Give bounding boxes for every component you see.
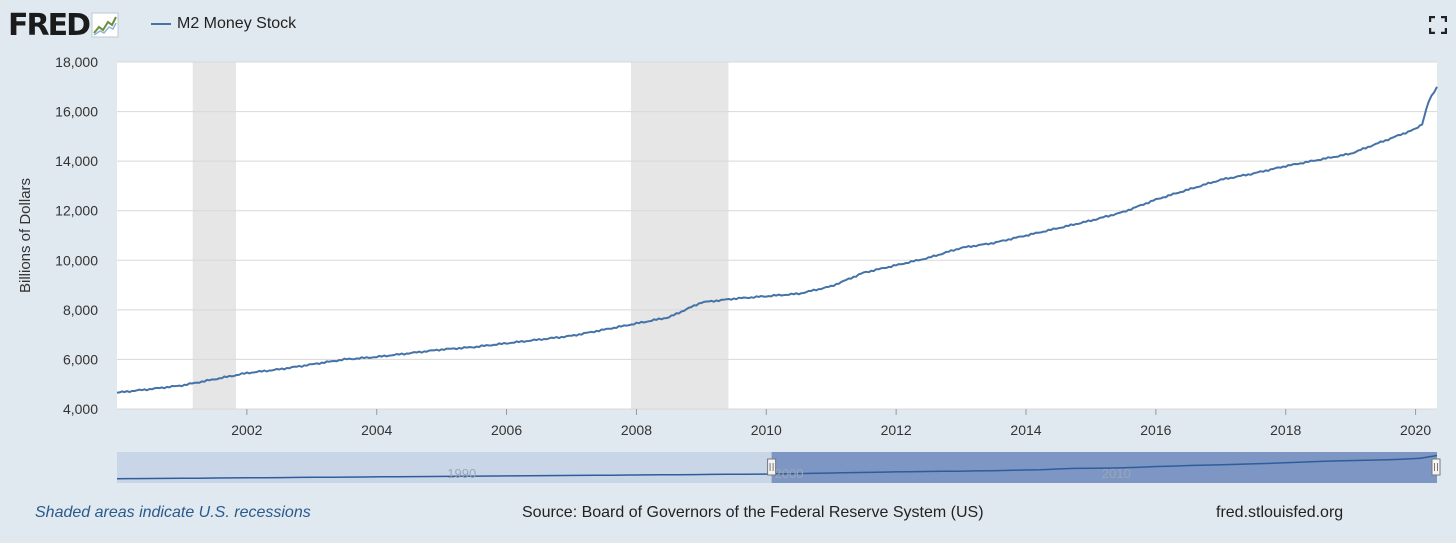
x-tick-label: 2018 (1270, 422, 1301, 438)
recession-band (192, 62, 237, 409)
y-tick-label: 12,000 (55, 203, 98, 219)
fullscreen-icon[interactable] (1429, 16, 1447, 34)
recession-note-link[interactable]: Shaded areas indicate U.S. recessions (35, 504, 311, 521)
x-tick-label: 2008 (621, 422, 652, 438)
navigator-label: 1990 (447, 466, 476, 481)
x-tick-label: 2006 (491, 422, 522, 438)
x-tick-label: 2002 (231, 422, 262, 438)
chart: 4,000 6,000 8,000 10,000 12,000 14,000 16,000 1… (17, 54, 1441, 483)
navigator-series (116, 454, 1438, 480)
navigator-label: 2010 (1102, 466, 1131, 481)
legend-swatch (151, 23, 171, 25)
recession-band (631, 62, 729, 409)
x-tick-label: 2012 (881, 422, 912, 438)
y-tick-label: 16,000 (55, 104, 98, 120)
navigator-label: 2000 (775, 466, 804, 481)
fred-logo-text: FRED (8, 7, 91, 43)
y-tick-label: 8,000 (63, 302, 98, 318)
series-line-m2 (116, 86, 1438, 394)
fred-chart-icon (91, 12, 119, 38)
y-tick-label: 4,000 (63, 401, 98, 417)
y-tick-label: 6,000 (63, 351, 98, 367)
source-text: Source: Board of Governors of the Federa… (522, 504, 984, 521)
plot-area: 4,000 6,000 8,000 10,000 12,000 14,000 16,000 1… (17, 54, 1438, 438)
chart-legend[interactable]: M2 Money Stock (151, 15, 296, 33)
plot-background (117, 62, 1437, 409)
chart-header: FRED M2 Money Stock (0, 0, 1456, 52)
fred-logo[interactable]: FRED (8, 7, 119, 43)
y-tick-label: 14,000 (55, 153, 98, 169)
x-tick-label: 2014 (1010, 422, 1041, 438)
navigator-right-handle[interactable] (1431, 458, 1441, 476)
x-tick-label: 2020 (1400, 422, 1431, 438)
y-tick-label: 10,000 (55, 252, 98, 268)
legend-label: M2 Money Stock (177, 15, 297, 32)
x-tick-label: 2004 (361, 422, 392, 438)
y-axis-title: Billions of Dollars (17, 178, 34, 293)
x-tick-label: 2010 (751, 422, 782, 438)
fred-url-link[interactable]: fred.stlouisfed.org (1216, 504, 1344, 521)
x-tick-label: 2016 (1140, 422, 1171, 438)
navigator-left-handle[interactable] (767, 458, 777, 476)
range-navigator[interactable]: 1990 2000 2010 (116, 452, 1441, 483)
y-tick-label: 18,000 (55, 54, 98, 70)
